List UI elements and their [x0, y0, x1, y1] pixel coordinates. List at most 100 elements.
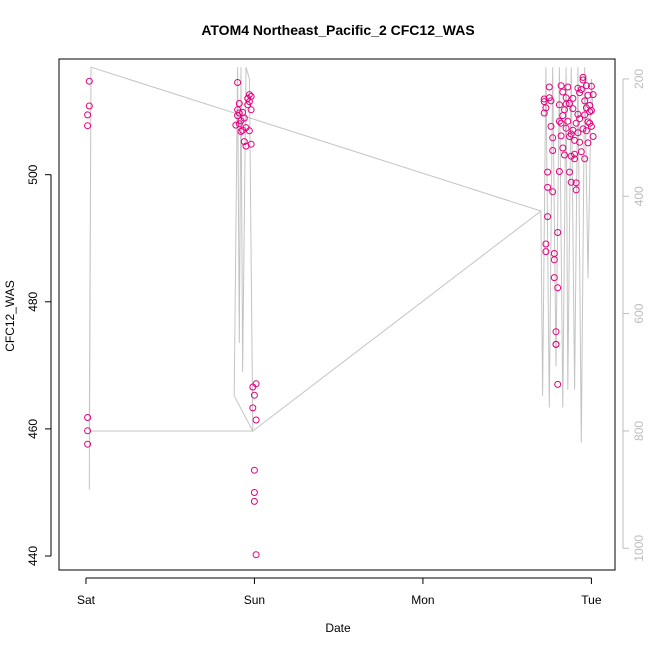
y-right-tick-label: 1000 — [632, 535, 646, 562]
data-point — [540, 95, 548, 103]
data-point — [554, 380, 562, 388]
x-tick-label: Mon — [411, 593, 434, 607]
data-point — [574, 129, 582, 137]
data-point — [564, 117, 572, 125]
data-point — [85, 77, 93, 85]
data-point — [584, 118, 592, 126]
data-point — [582, 127, 590, 135]
y-right-tick-label: 800 — [632, 421, 646, 441]
x-axis: Sat Sun Mon Tue — [77, 577, 602, 607]
data-point — [555, 101, 563, 109]
data-points — [84, 73, 597, 559]
data-point — [540, 98, 548, 106]
data-point — [247, 106, 255, 114]
data-point — [542, 248, 550, 256]
data-point — [544, 168, 552, 176]
data-point — [549, 147, 557, 154]
data-point — [245, 91, 253, 99]
data-point — [581, 155, 589, 163]
data-point — [252, 551, 260, 559]
data-point — [544, 213, 552, 221]
y-axis-label: CFC12_WAS — [3, 280, 17, 352]
data-point — [245, 127, 253, 135]
data-point — [555, 168, 563, 175]
data-point — [247, 140, 255, 148]
data-point — [557, 132, 565, 140]
data-point — [552, 340, 560, 348]
data-point — [550, 274, 558, 282]
data-point — [252, 416, 260, 424]
data-point — [542, 240, 550, 248]
data-point — [252, 380, 260, 388]
data-point — [250, 489, 258, 496]
data-point — [577, 148, 585, 156]
data-point — [587, 82, 595, 90]
y-tick-label: 480 — [26, 291, 40, 311]
data-point — [554, 284, 562, 292]
data-point — [586, 108, 594, 116]
depth-track-line — [88, 66, 594, 490]
data-point — [587, 122, 595, 130]
data-point — [577, 86, 585, 93]
data-point — [576, 115, 584, 123]
data-point — [569, 105, 577, 113]
data-point — [544, 183, 552, 191]
data-point — [557, 82, 565, 90]
data-point — [549, 188, 557, 196]
data-point — [545, 83, 553, 91]
y-right-tick-label: 200 — [632, 69, 646, 89]
chart-title: ATOM4 Northeast_Pacific_2 CFC12_WAS — [201, 22, 474, 38]
data-point — [566, 168, 573, 176]
data-point — [547, 97, 555, 105]
data-point — [579, 73, 587, 81]
data-point — [561, 151, 568, 159]
data-point — [235, 109, 243, 117]
data-point — [84, 111, 92, 119]
data-point — [571, 155, 579, 163]
data-point — [562, 100, 570, 108]
data-point — [572, 119, 580, 127]
data-point — [574, 84, 582, 92]
y-right-tick-label: 600 — [632, 303, 646, 323]
data-point — [250, 497, 258, 505]
data-point — [249, 404, 257, 412]
data-point — [84, 440, 92, 448]
data-point — [542, 104, 550, 112]
data-point — [576, 138, 584, 146]
depth-track — [88, 66, 594, 490]
data-point — [589, 91, 597, 99]
data-point — [562, 124, 570, 132]
y-axis-left: 440 460 480 500 — [26, 164, 52, 566]
data-point — [567, 178, 575, 186]
data-point — [84, 122, 92, 130]
data-point — [240, 138, 248, 146]
data-point — [584, 139, 592, 147]
data-point — [572, 186, 580, 194]
data-point — [84, 427, 92, 435]
data-point — [237, 128, 245, 135]
data-point — [547, 122, 555, 130]
data-point — [566, 100, 573, 107]
data-point — [250, 466, 258, 474]
data-point — [569, 94, 577, 102]
data-point — [555, 117, 563, 125]
data-point — [232, 121, 240, 129]
data-point — [550, 256, 558, 264]
data-point — [552, 328, 560, 336]
y-tick-label: 460 — [26, 419, 40, 439]
x-tick-label: Sat — [77, 593, 96, 607]
data-point — [581, 111, 589, 119]
data-point — [84, 414, 92, 421]
y-right-tick-label: 400 — [632, 186, 646, 206]
x-axis-label: Date — [325, 621, 351, 635]
data-point — [574, 110, 582, 118]
data-point — [571, 150, 579, 158]
data-point — [559, 88, 567, 96]
data-point — [85, 102, 93, 110]
data-point — [581, 97, 589, 105]
data-point — [250, 391, 258, 399]
data-point — [572, 179, 580, 187]
data-point — [559, 112, 567, 120]
x-tick-label: Tue — [581, 593, 602, 607]
y-tick-label: 440 — [26, 546, 40, 566]
